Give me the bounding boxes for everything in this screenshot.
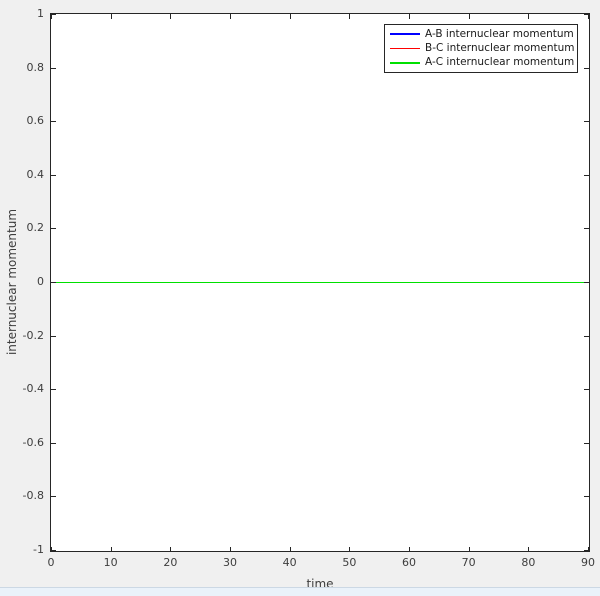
x-tick-mark [349,547,351,552]
legend-line-sample [390,33,420,35]
y-tick-mark [584,174,589,176]
x-tick-label: 40 [282,556,297,569]
plot-area [51,14,589,551]
y-tick-label: -1 [33,543,44,556]
legend-line-sample [390,62,420,64]
legend-item: A-C internuclear momentum [385,56,577,69]
y-tick-label: -0.4 [22,382,44,396]
x-tick-label: 10 [103,556,118,569]
x-tick-mark [230,14,231,19]
x-tick-mark [409,14,410,19]
y-tick-mark [51,442,56,444]
y-tick-label: -0.6 [22,435,44,449]
y-tick-mark [584,14,589,15]
y-tick-mark [584,335,589,337]
x-tick-label: 0 [47,556,55,569]
y-tick-label: 0 [37,275,44,288]
legend-item-label: B-C internuclear momentum [425,41,575,54]
y-tick-label: 0.6 [26,114,45,128]
y-tick-mark [51,174,56,176]
x-tick-mark [528,547,530,552]
y-tick-label: 1 [37,7,44,20]
y-tick-label: 0.2 [26,221,45,235]
x-tick-mark [289,547,291,552]
y-tick-mark [584,496,589,498]
y-tick-mark [51,14,56,15]
y-tick-label: -0.2 [22,328,44,342]
legend-item: B-C internuclear momentum [385,42,577,55]
y-tick-mark [51,228,56,230]
x-tick-mark [51,547,52,552]
x-tick-mark [110,547,112,552]
x-tick-mark [170,547,172,552]
x-tick-label: 30 [223,556,237,569]
x-tick-mark [468,14,470,19]
legend-item-label: A-B internuclear momentum [425,27,574,40]
x-tick-mark [528,14,530,19]
x-tick-label: 80 [521,556,536,569]
y-tick-mark [584,389,589,391]
y-tick-mark [584,228,589,230]
y-tick-mark [51,121,56,123]
y-tick-mark [584,550,589,551]
y-tick-mark [51,496,56,498]
x-tick-mark [588,547,589,552]
x-tick-label: 50 [342,556,357,569]
y-axis-label: internuclear momentum [5,208,19,356]
x-tick-label: 70 [461,556,476,569]
x-tick-mark [289,14,291,19]
y-tick-mark [584,282,589,283]
x-tick-mark [588,14,589,19]
x-tick-mark [51,14,52,19]
axes-box [50,13,590,552]
x-tick-mark [110,14,112,19]
legend: A-B internuclear momentum B-C internuclea… [384,24,578,73]
x-tick-label: 90 [581,556,595,569]
y-tick-label: 0.4 [26,167,45,181]
x-tick-mark [349,14,351,19]
x-tick-mark [170,14,172,19]
y-tick-mark [51,282,56,283]
y-tick-mark [51,550,56,551]
y-tick-mark [51,67,56,69]
y-tick-mark [584,67,589,69]
x-tick-label: 20 [163,556,178,569]
legend-line-sample [390,47,420,50]
y-tick-mark [584,442,589,444]
x-tick-mark [409,547,410,552]
series-line [51,281,589,284]
y-tick-label: 0.8 [26,60,45,74]
y-tick-mark [51,389,56,391]
x-tick-label: 60 [402,556,416,569]
legend-item-label: A-C internuclear momentum [425,56,575,69]
y-tick-mark [51,335,56,337]
window-edge-strip [0,587,600,596]
x-tick-mark [230,547,231,552]
legend-item: A-B internuclear momentum [385,28,577,41]
x-tick-mark [468,547,470,552]
y-tick-label: -0.8 [22,489,44,503]
y-tick-mark [584,121,589,123]
